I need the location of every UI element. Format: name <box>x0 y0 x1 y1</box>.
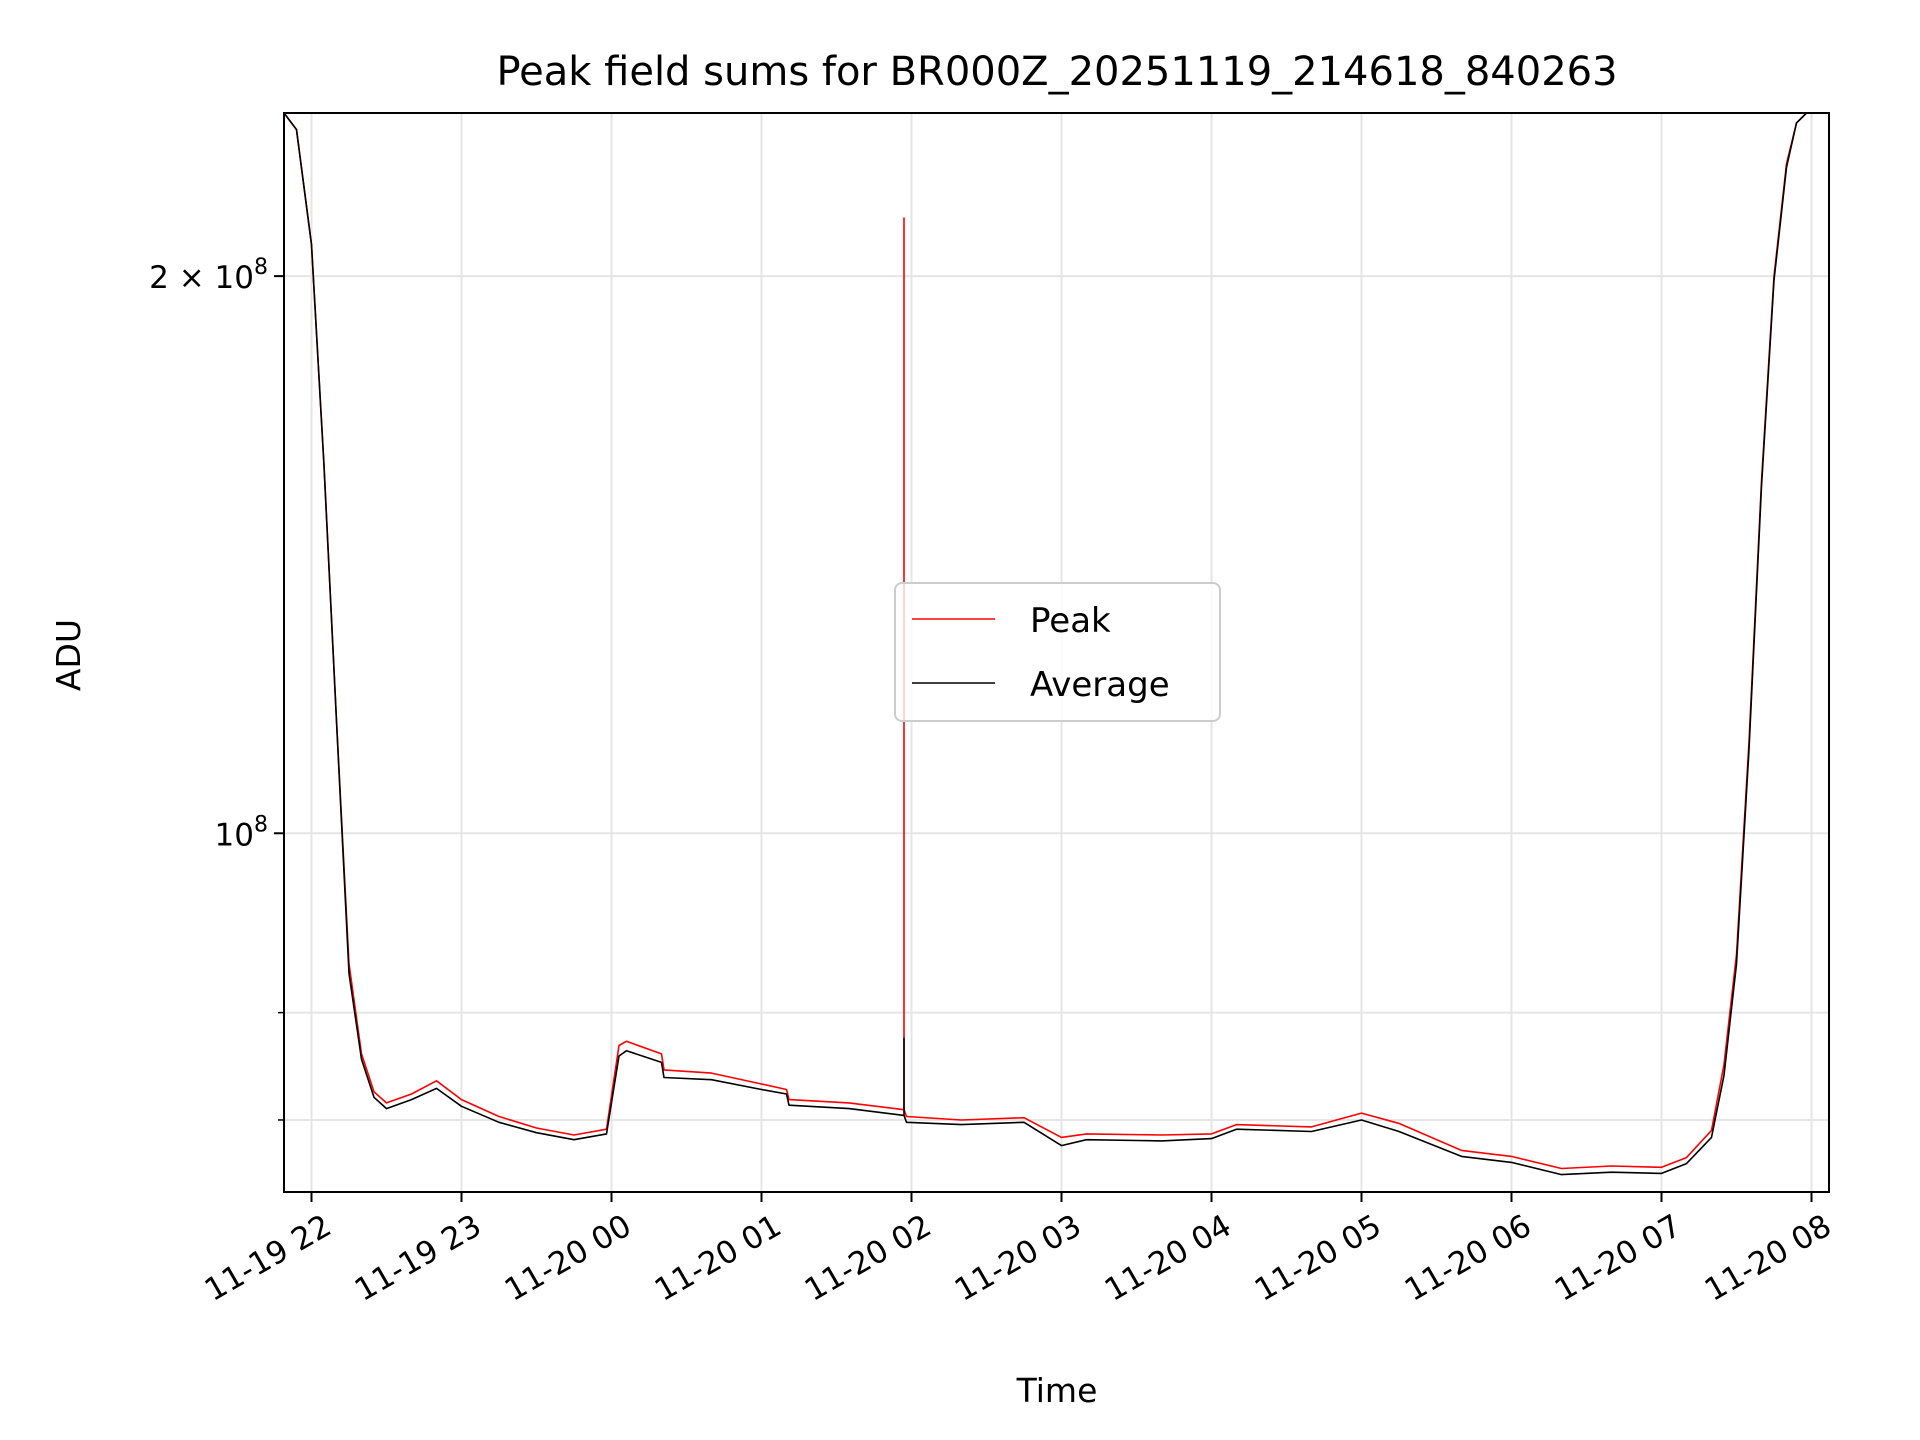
legend-box <box>894 582 1221 722</box>
x-tick-label: 11-19 23 <box>349 1208 488 1309</box>
x-tick-label: 11-20 01 <box>649 1208 788 1309</box>
chart-title: Peak field sums for BR000Z_20251119_2146… <box>496 49 1617 95</box>
x-tick-label: 11-20 07 <box>1549 1208 1688 1309</box>
legend-label-peak: Peak <box>1030 601 1111 641</box>
x-tick-label: 11-20 08 <box>1699 1208 1838 1309</box>
x-tick-label: 11-20 05 <box>1249 1208 1388 1309</box>
x-axis-label: Time <box>1016 1371 1098 1410</box>
x-tick-label: 11-20 00 <box>499 1208 638 1309</box>
x-tick-label: 11-20 04 <box>1099 1208 1238 1309</box>
legend-label-average: Average <box>1030 665 1170 705</box>
plot-frame <box>283 112 1830 1193</box>
y-tick-label: 108 <box>215 812 268 853</box>
legend: Peak Average <box>894 582 1221 722</box>
x-tick-label: 11-20 06 <box>1399 1208 1538 1309</box>
x-tick-label: 11-20 02 <box>799 1208 938 1309</box>
y-axis-label: ADU <box>49 619 88 691</box>
y-tick-label: 2 × 108 <box>149 255 268 296</box>
x-tick-label: 11-19 22 <box>199 1208 338 1309</box>
y-axis: 108 2 × 108 <box>149 255 284 1121</box>
series-line-average <box>284 113 1808 1176</box>
x-tick-label: 11-20 03 <box>949 1208 1088 1309</box>
x-axis: 11-19 22 11-19 23 11-20 00 11-20 01 11-20 02… <box>199 1192 1838 1309</box>
